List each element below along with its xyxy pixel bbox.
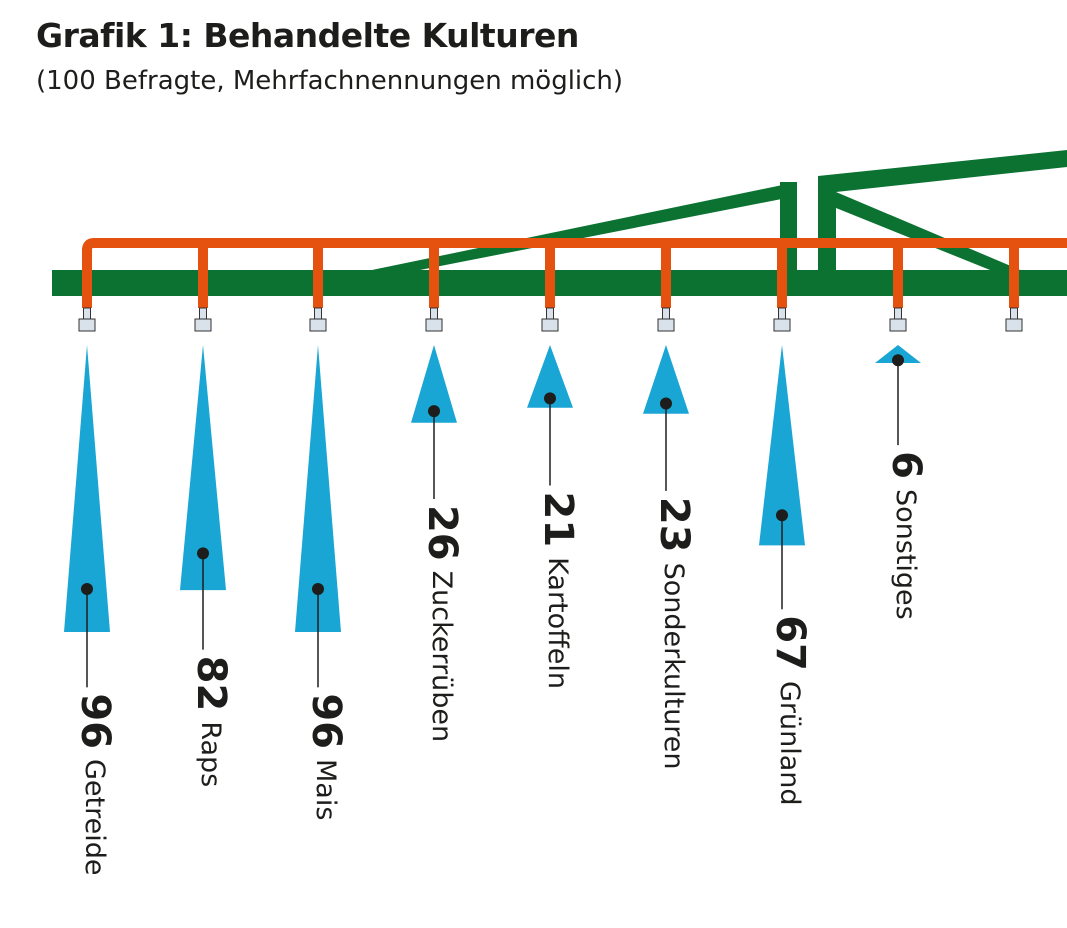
spray-bar-sonstiges [875,345,921,363]
pipe-drop [545,248,555,308]
category-label: Raps [196,721,227,787]
category-label: Mais [311,759,342,820]
data-label: 23 Sonderkulturen [651,497,697,770]
pipe-drop [893,248,903,308]
nozzle-body [78,318,96,332]
spray-bar-sonderkulturen [643,345,689,414]
pipe-drop [82,248,92,308]
pipe-drop [198,248,208,308]
truss-post-right [818,176,836,272]
data-label: 96 Getreide [72,693,118,875]
category-label: Sonstiges [891,489,922,620]
spray-bar-raps [180,345,226,591]
category-label: Getreide [80,759,111,876]
pipe-drop [429,248,439,308]
value-label: 26 [419,505,465,561]
truss-diagonal-right [836,192,1025,272]
value-label: 6 [883,451,929,479]
value-label: 21 [535,492,581,548]
nozzle-tip [1010,307,1018,320]
leader-dot [660,397,672,410]
spray-bar-getreide [64,345,110,633]
spray-bar-mais [295,345,341,633]
pipe-drop [313,248,323,308]
value-label: 82 [188,656,234,712]
category-label: Zuckerrüben [427,571,458,742]
spray-bar-grünland [759,345,805,546]
nozzle-tip [546,307,554,320]
nozzle-body [194,318,212,332]
leader-dot [312,582,324,595]
category-label: Grünland [775,681,806,806]
value-label: 96 [72,693,118,749]
data-label: 6 Sonstiges [883,451,929,620]
pipe-drop [661,248,671,308]
category-label: Kartoffeln [543,557,574,689]
spray-bar-zuckerrüben [411,345,457,423]
nozzle-tip [430,307,438,320]
chart-subtitle: (100 Befragte, Mehrfachnennungen möglich… [36,66,624,96]
nozzle-body [1005,318,1023,332]
pipe-drop [1009,248,1019,308]
nozzle-body [773,318,791,332]
data-label: 21 Kartoffeln [535,492,581,689]
nozzle-body [657,318,675,332]
spray-bar-kartoffeln [527,345,573,408]
value-label: 23 [651,497,697,553]
pipe-drop [777,248,787,308]
nozzle-tip [894,307,902,320]
value-label: 67 [767,615,813,671]
nozzle-body [309,318,327,332]
leader-dot [776,509,788,522]
leader-dot [544,392,556,405]
leader-dot [81,582,93,595]
nozzle-tip [199,307,207,320]
leader-dot [428,405,440,418]
data-label: 67 Grünland [767,615,813,805]
chart-title: Grafik 1: Behandelte Kulturen [36,16,579,55]
nozzle-tip [778,307,786,320]
leader-dot [197,547,209,560]
value-label: 96 [303,693,349,749]
nozzle-body [541,318,559,332]
leader-dot [892,354,904,367]
data-label: 26 Zuckerrüben [419,505,465,742]
category-label: Sonderkulturen [659,563,690,770]
nozzle-tip [83,307,91,320]
nozzle-body [425,318,443,332]
nozzle-tip [662,307,670,320]
data-label: 96 Mais [303,693,349,820]
truss-top-beam [818,150,1067,192]
data-label: 82 Raps [188,656,234,788]
nozzle-body [889,318,907,332]
nozzle-tip [314,307,322,320]
